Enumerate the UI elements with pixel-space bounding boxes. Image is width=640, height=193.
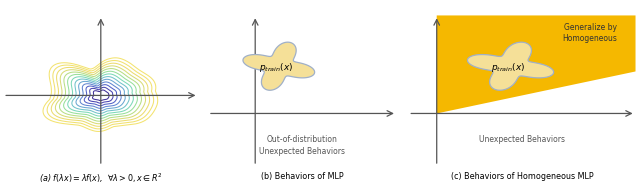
Text: (a) $f(\lambda x) = \lambda f(x)$,  $\forall\lambda > 0, x \in R^2$: (a) $f(\lambda x) = \lambda f(x)$, $\for… (39, 172, 163, 185)
Polygon shape (436, 15, 636, 113)
Text: Out-of-distribution: Out-of-distribution (267, 135, 338, 144)
Text: Unexpected Behaviors: Unexpected Behaviors (259, 147, 346, 157)
Polygon shape (243, 42, 315, 90)
Text: (b) Behaviors of MLP: (b) Behaviors of MLP (261, 172, 344, 181)
Text: Unexpected Behaviors: Unexpected Behaviors (479, 135, 565, 144)
Text: $p_{train}(x)$: $p_{train}(x)$ (259, 61, 294, 74)
Text: Homogeneous: Homogeneous (563, 34, 618, 43)
Text: (c) Behaviors of Homogeneous MLP: (c) Behaviors of Homogeneous MLP (451, 172, 593, 181)
Text: Generalize by: Generalize by (564, 23, 616, 32)
Text: $p_{train}(x)$: $p_{train}(x)$ (491, 61, 525, 74)
Polygon shape (467, 42, 554, 90)
